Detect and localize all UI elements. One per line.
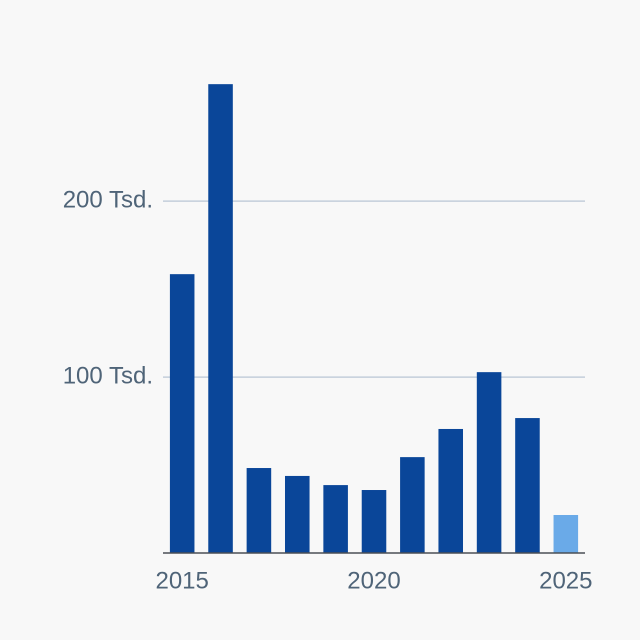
x-tick-label: 2025	[539, 567, 592, 594]
bar	[323, 485, 348, 553]
bar	[553, 515, 579, 553]
bar	[476, 372, 502, 553]
y-tick-label: 100 Tsd.	[63, 362, 153, 389]
bar	[246, 468, 272, 553]
bar	[515, 418, 540, 553]
y-tick-label: 200 Tsd.	[63, 186, 153, 213]
bar	[361, 490, 387, 553]
bar	[400, 457, 425, 553]
x-tick-label: 2015	[155, 567, 208, 594]
bar	[284, 475, 310, 553]
bar	[208, 84, 233, 553]
x-tick-label: 2020	[347, 567, 400, 594]
bar	[169, 274, 195, 553]
bar	[438, 428, 464, 553]
